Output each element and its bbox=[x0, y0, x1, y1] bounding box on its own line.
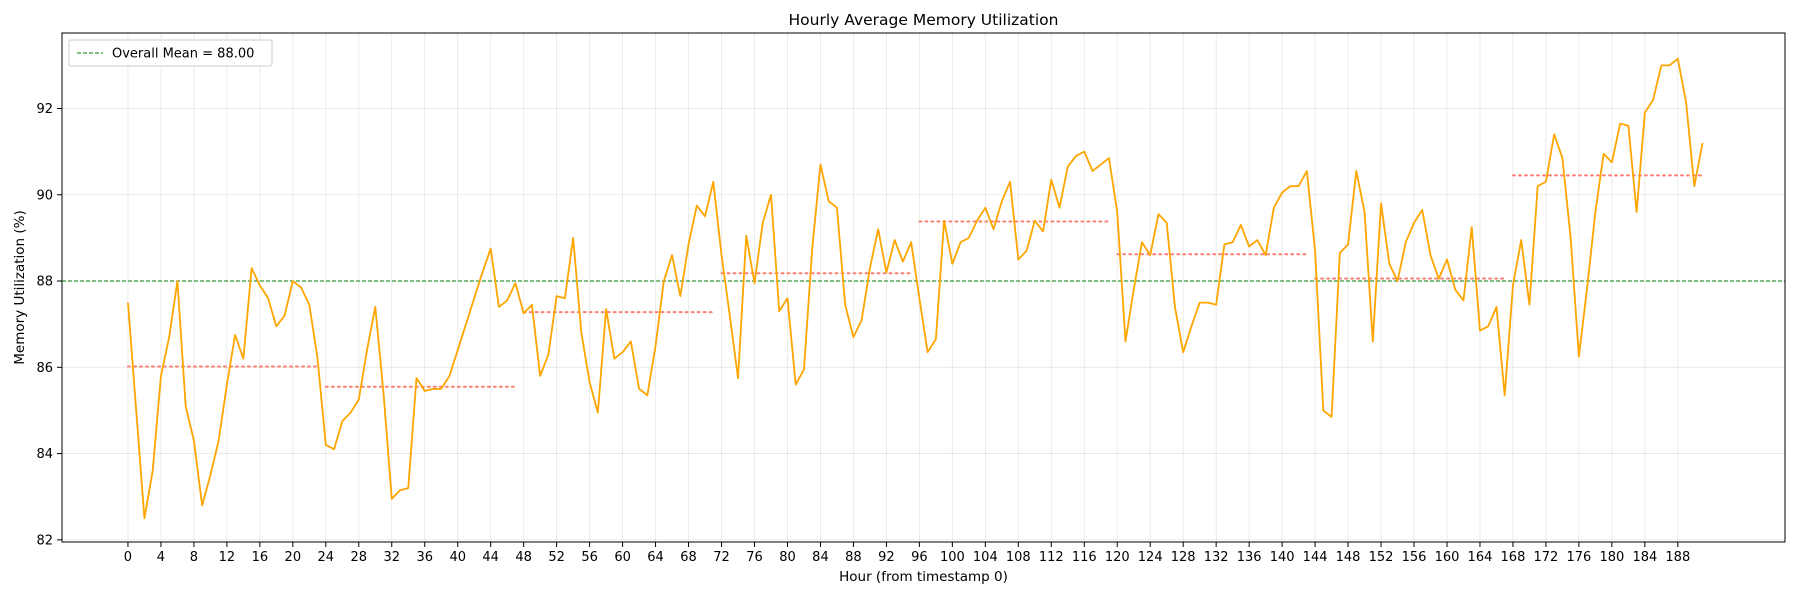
x-tick-label: 48 bbox=[515, 550, 532, 565]
x-tick-label: 108 bbox=[1006, 550, 1031, 565]
x-tick-label: 152 bbox=[1369, 550, 1394, 565]
chart-title: Hourly Average Memory Utilization bbox=[789, 11, 1059, 29]
legend-box bbox=[68, 39, 273, 67]
series-line bbox=[127, 57, 1704, 520]
x-tick-label: 104 bbox=[973, 550, 998, 565]
x-tick-label: 20 bbox=[285, 550, 302, 565]
x-tick-label: 180 bbox=[1599, 550, 1624, 565]
legend-entry-mean: Overall Mean = 88.00 bbox=[112, 47, 254, 62]
x-tick-label: 168 bbox=[1501, 550, 1526, 565]
x-tick-label: 0 bbox=[124, 550, 132, 565]
y-tick-label: 84 bbox=[36, 447, 53, 462]
x-tick-label: 4 bbox=[157, 550, 165, 565]
x-tick-label: 8 bbox=[190, 550, 198, 565]
x-tick-label: 188 bbox=[1665, 550, 1690, 565]
x-tick-label: 68 bbox=[680, 550, 697, 565]
x-tick-label: 56 bbox=[581, 550, 598, 565]
x-tick-label: 24 bbox=[318, 550, 335, 565]
x-tick-label: 60 bbox=[614, 550, 631, 565]
x-tick-label: 160 bbox=[1435, 550, 1460, 565]
y-tick-label: 86 bbox=[36, 361, 53, 376]
x-tick-label: 136 bbox=[1237, 550, 1262, 565]
legend: Overall Mean = 88.00 bbox=[68, 39, 273, 67]
x-axis-label: Hour (from timestamp 0) bbox=[839, 569, 1008, 585]
x-tick-label: 148 bbox=[1336, 550, 1361, 565]
x-tick-label: 40 bbox=[449, 550, 466, 565]
x-axis-ticks: 0 4 8 12 16 20 24 28 32 36 40 44 48 52 56 60 64 68 72 76 80 8… bbox=[124, 542, 1690, 565]
x-tick-label: 164 bbox=[1468, 550, 1493, 565]
x-tick-label: 100 bbox=[940, 550, 965, 565]
x-tick-label: 172 bbox=[1534, 550, 1559, 565]
x-tick-label: 116 bbox=[1072, 550, 1097, 565]
x-tick-label: 112 bbox=[1039, 550, 1064, 565]
y-axis-ticks: 82 84 86 88 90 92 bbox=[36, 102, 62, 548]
x-tick-label: 128 bbox=[1171, 550, 1196, 565]
x-tick-label: 84 bbox=[812, 550, 829, 565]
x-tick-label: 52 bbox=[548, 550, 565, 565]
plot-frame bbox=[61, 32, 1786, 543]
y-axis-label: Memory Utilization (%) bbox=[12, 210, 28, 365]
y-tick-label: 92 bbox=[36, 102, 53, 117]
x-tick-label: 36 bbox=[416, 550, 433, 565]
x-tick-label: 92 bbox=[878, 550, 895, 565]
x-tick-label: 44 bbox=[482, 550, 499, 565]
x-tick-label: 76 bbox=[746, 550, 763, 565]
x-tick-label: 64 bbox=[647, 550, 664, 565]
grid bbox=[62, 33, 1785, 542]
x-tick-label: 96 bbox=[911, 550, 928, 565]
x-tick-label: 156 bbox=[1402, 550, 1427, 565]
x-tick-label: 144 bbox=[1303, 550, 1328, 565]
x-tick-label: 176 bbox=[1566, 550, 1591, 565]
y-tick-label: 82 bbox=[36, 533, 53, 548]
series-group bbox=[127, 57, 1704, 520]
x-tick-label: 140 bbox=[1270, 550, 1295, 565]
x-tick-label: 184 bbox=[1632, 550, 1657, 565]
x-tick-label: 120 bbox=[1105, 550, 1130, 565]
x-tick-label: 80 bbox=[779, 550, 796, 565]
x-tick-label: 12 bbox=[219, 550, 236, 565]
x-tick-label: 32 bbox=[383, 550, 400, 565]
y-tick-label: 88 bbox=[36, 275, 53, 290]
x-tick-label: 88 bbox=[845, 550, 862, 565]
y-tick-label: 90 bbox=[36, 188, 53, 203]
x-tick-label: 124 bbox=[1138, 550, 1163, 565]
x-tick-label: 16 bbox=[252, 550, 269, 565]
x-tick-label: 132 bbox=[1204, 550, 1229, 565]
x-tick-label: 72 bbox=[713, 550, 730, 565]
x-tick-label: 28 bbox=[351, 550, 368, 565]
